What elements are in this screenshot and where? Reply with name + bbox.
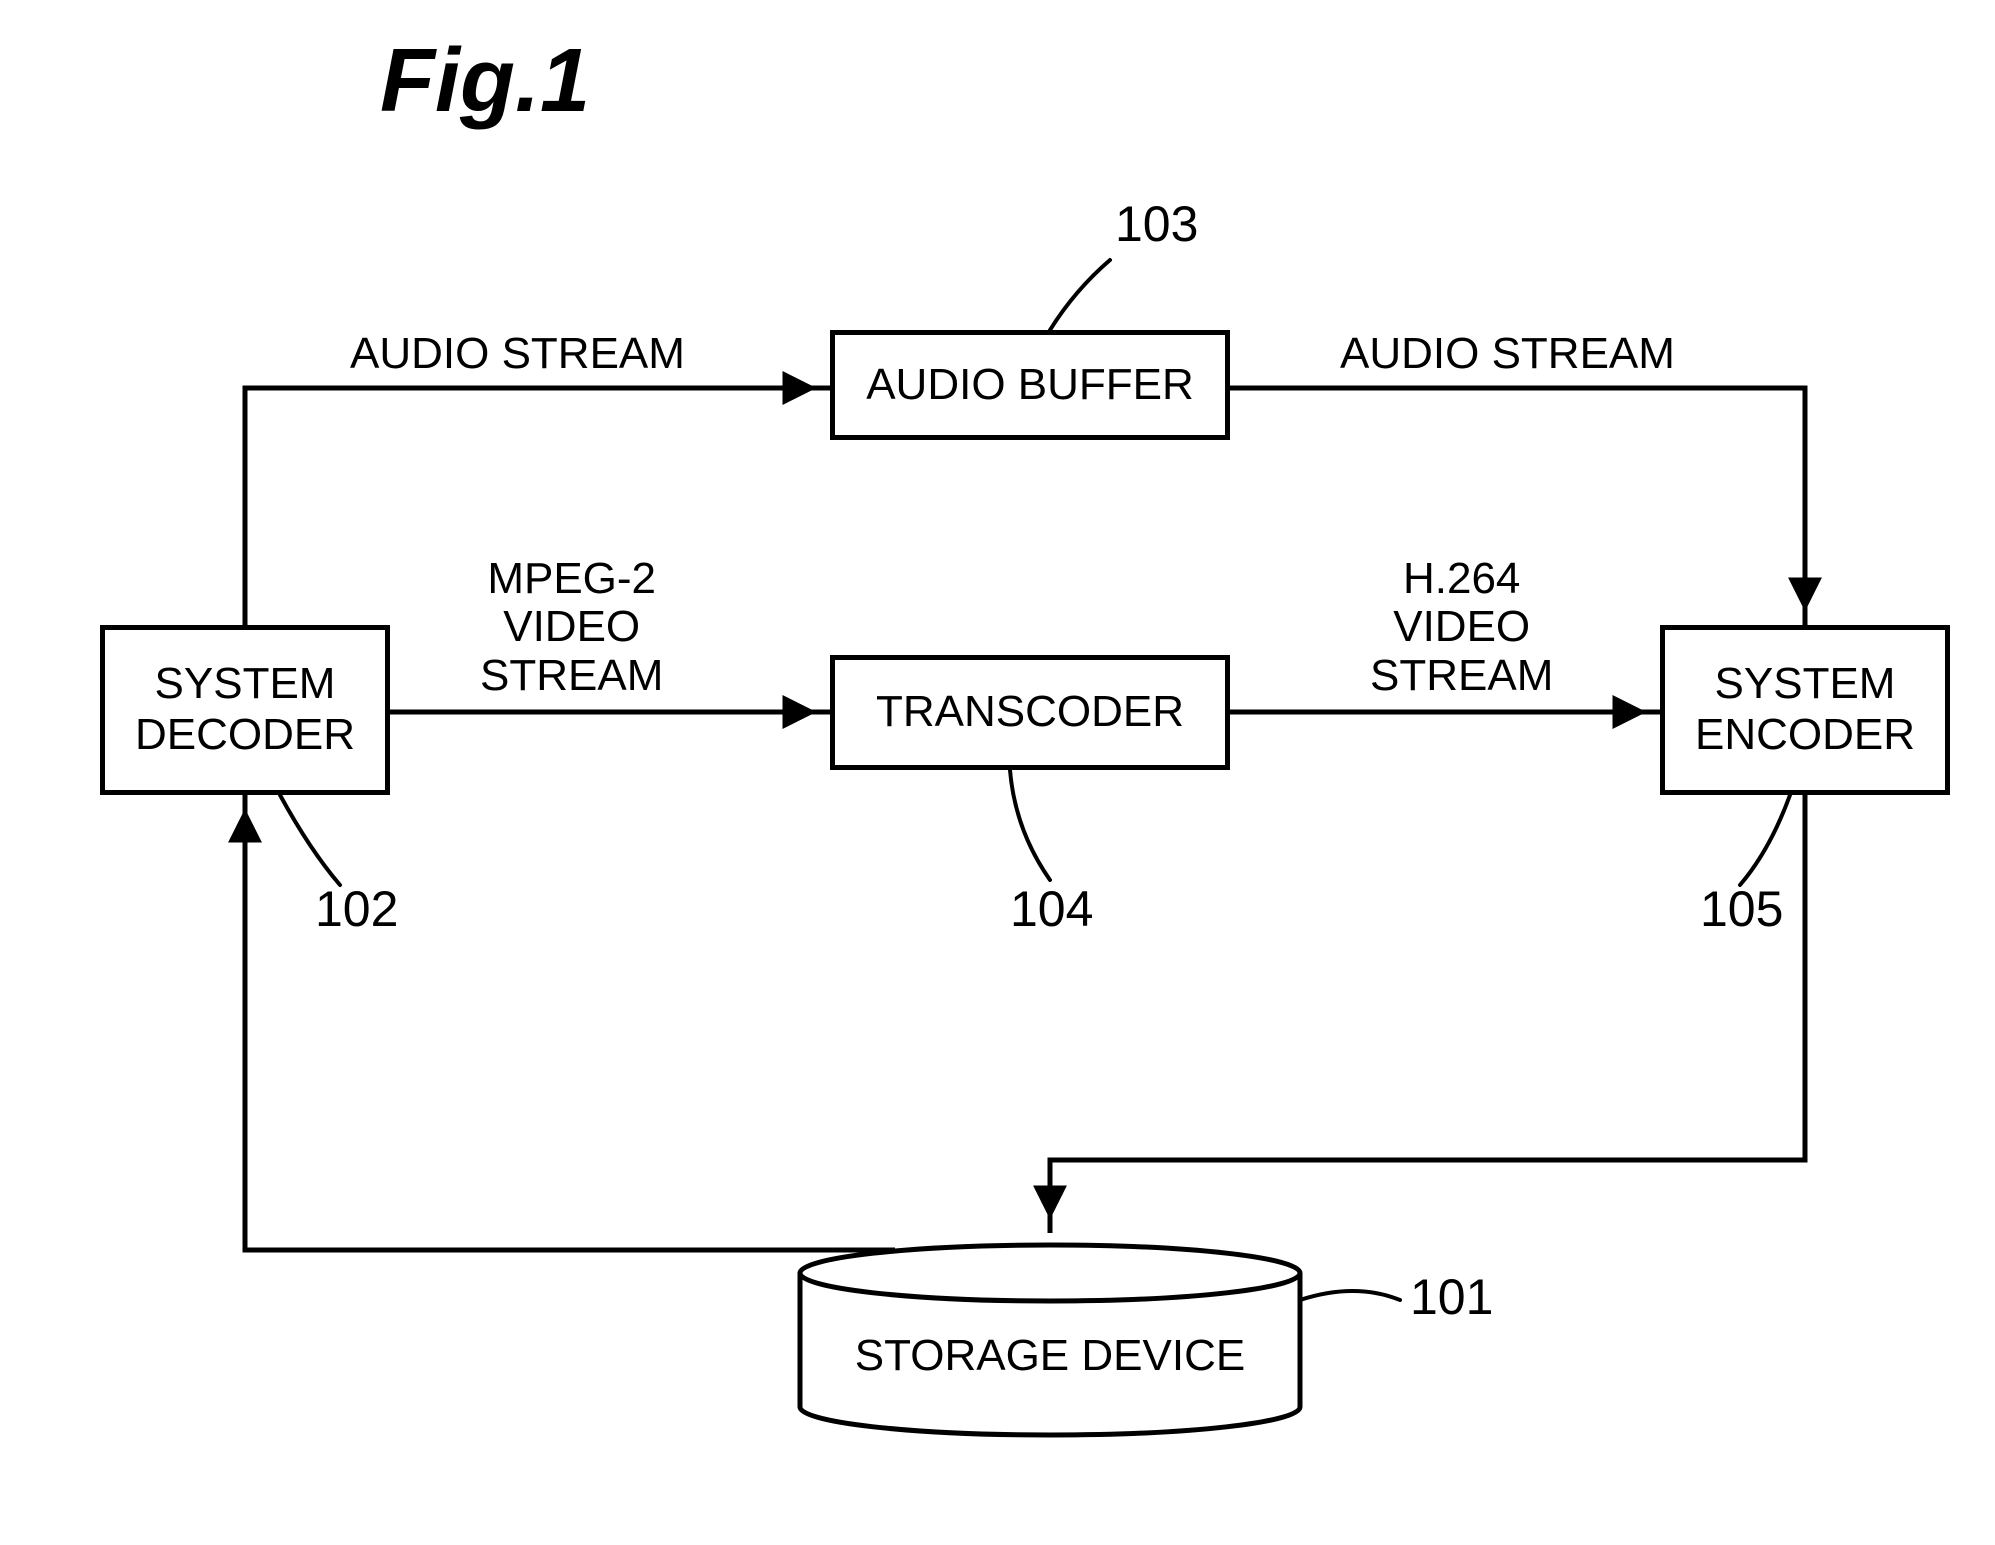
h264-video-stream-label: H.264 VIDEO STREAM bbox=[1370, 555, 1553, 700]
edge-storage-to-decoder bbox=[245, 795, 895, 1250]
ref-105: 105 bbox=[1700, 880, 1783, 938]
edge-encoder-to-storage bbox=[1050, 795, 1805, 1233]
storage-device-box: STORAGE DEVICE bbox=[800, 1245, 1300, 1435]
audio-buffer-box: AUDIO BUFFER bbox=[830, 330, 1230, 440]
ref-102: 102 bbox=[315, 880, 398, 938]
audio-stream-label-right: AUDIO STREAM bbox=[1340, 330, 1675, 378]
transcoder-label: TRANSCODER bbox=[876, 687, 1184, 738]
ref-104: 104 bbox=[1010, 880, 1093, 938]
leader-line bbox=[1740, 795, 1790, 885]
storage-device-label: STORAGE DEVICE bbox=[800, 1331, 1300, 1381]
system-decoder-label: SYSTEM DECODER bbox=[135, 659, 355, 760]
system-encoder-label: SYSTEM ENCODER bbox=[1695, 659, 1915, 760]
ref-103: 103 bbox=[1115, 195, 1198, 253]
system-encoder-box: SYSTEM ENCODER bbox=[1660, 625, 1950, 795]
leader-line bbox=[1300, 1291, 1400, 1300]
transcoder-box: TRANSCODER bbox=[830, 655, 1230, 770]
diagram-page: Fig.1 AUDIO BUFFER SYSTEM DECODER TRANSC… bbox=[0, 0, 1995, 1545]
system-decoder-box: SYSTEM DECODER bbox=[100, 625, 390, 795]
audio-buffer-label: AUDIO BUFFER bbox=[866, 360, 1194, 411]
leader-line bbox=[1010, 770, 1050, 880]
mpeg2-video-stream-label: MPEG-2 VIDEO STREAM bbox=[480, 555, 663, 700]
leader-line bbox=[280, 795, 340, 885]
audio-stream-label-left: AUDIO STREAM bbox=[350, 330, 685, 378]
leader-line bbox=[1050, 260, 1110, 330]
ref-101: 101 bbox=[1410, 1268, 1493, 1326]
